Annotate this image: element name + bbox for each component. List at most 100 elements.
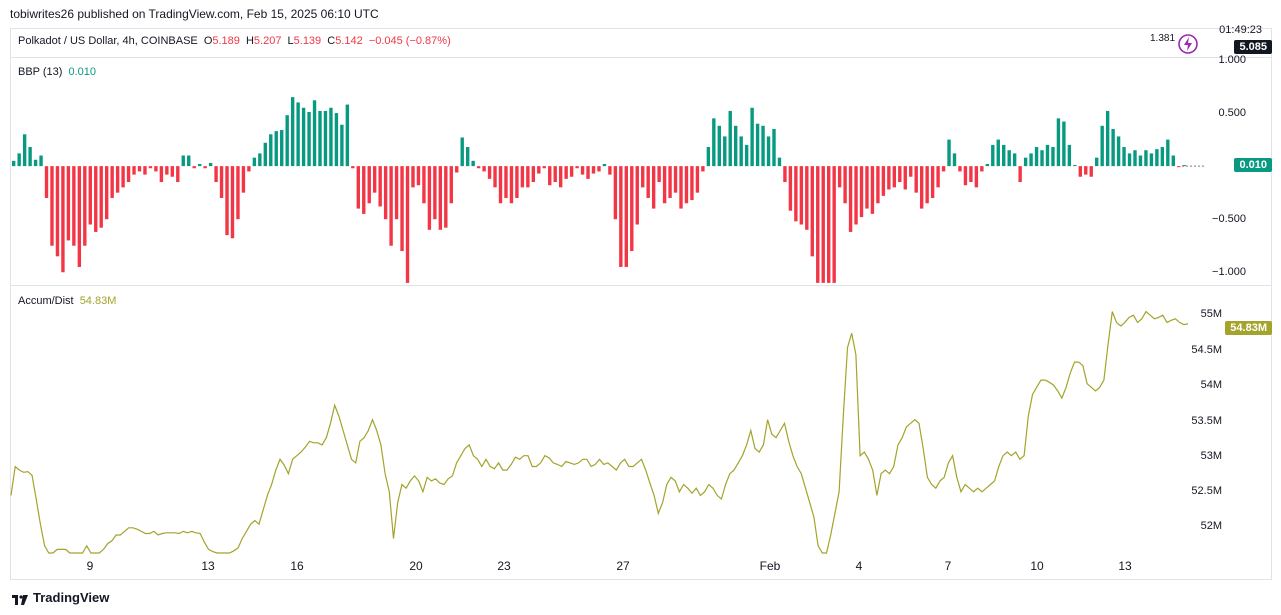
close-value: 5.142 [335, 35, 363, 47]
bbp-bar [974, 166, 979, 188]
bbp-bar [17, 153, 21, 167]
bbp-bar [586, 166, 590, 179]
bbp-bar [772, 128, 776, 167]
bbp-bar [465, 147, 470, 167]
bbp-bar [553, 166, 557, 183]
bbp-bar [1122, 147, 1126, 167]
bbp-bar [99, 166, 103, 228]
bbp-bar [455, 166, 459, 173]
bbp-y-tick: 1.000 [1218, 54, 1246, 66]
bbp-bar [143, 166, 147, 175]
bbp-bar [558, 166, 563, 188]
bbp-bar [925, 166, 929, 204]
bbp-bar [482, 166, 486, 172]
bbp-bar [580, 166, 585, 175]
bbp-y-tick: −1.000 [1212, 266, 1246, 278]
bbp-bar [345, 104, 350, 167]
x-tick: 20 [409, 559, 423, 573]
bbp-bar [378, 166, 382, 207]
bbp-bar [914, 166, 918, 193]
bbp-bar [662, 166, 667, 204]
bbp-bar [602, 164, 607, 167]
ad-line [10, 310, 1189, 554]
bbp-bar [362, 166, 366, 214]
ad-y-tick: 54.5M [1191, 344, 1222, 356]
bbp-bar [252, 157, 257, 167]
ad-legend[interactable]: Accum/Dist 54.83M [18, 295, 119, 307]
bbp-bar [110, 166, 114, 198]
bbp-bar [323, 110, 328, 167]
bbp-bar [61, 166, 65, 273]
bbp-bar [952, 153, 957, 167]
bbp-bar [1138, 155, 1143, 167]
x-tick: 13 [201, 559, 215, 573]
bbp-bar [695, 166, 700, 193]
bbp-bar [1056, 118, 1061, 167]
bbp-bar [1105, 110, 1110, 167]
flash-icon[interactable] [1177, 33, 1199, 55]
bbp-value-label: 0.010 [1234, 158, 1272, 172]
bbp-bar [728, 110, 732, 167]
bbp-bar [1067, 144, 1072, 167]
bbp-bar [657, 166, 661, 183]
close-label: C [327, 35, 336, 47]
bbp-bar [269, 134, 273, 167]
bbp-bar [77, 166, 82, 267]
bbp-bar [887, 166, 891, 190]
ad-y-tick: 52M [1200, 520, 1222, 532]
bbp-bar [630, 166, 634, 252]
ad-value-label: 54.83M [1225, 321, 1272, 335]
tradingview-logo[interactable]: TradingView [12, 590, 109, 605]
bbp-bar [94, 166, 98, 232]
bbp-bar [1029, 153, 1033, 167]
bbp-bar [1133, 150, 1137, 167]
header-divider [10, 57, 1272, 58]
bbp-bar [668, 166, 672, 198]
bbp-bar [870, 166, 875, 214]
bbp-bar [115, 166, 120, 193]
bbp-bar [701, 166, 705, 172]
bbp-bar [307, 112, 311, 167]
bbp-bar [296, 102, 300, 167]
bbp-bar [515, 166, 519, 198]
bbp-bar [876, 166, 880, 204]
bbp-bar [187, 155, 191, 167]
bbp-bar [859, 166, 864, 218]
bbp-bar [739, 136, 743, 167]
bbp-bar [569, 166, 574, 177]
partial-price-label: 1.381 [1150, 33, 1176, 44]
bbp-bar [930, 166, 935, 198]
bbp-bar [405, 166, 410, 283]
bbp-bar [22, 134, 27, 167]
bbp-bar [848, 166, 853, 232]
bbp-legend[interactable]: BBP (13) 0.010 [18, 66, 99, 78]
bbp-bar [1177, 166, 1181, 168]
tradingview-logo-icon [12, 593, 28, 605]
bbp-bar [542, 166, 546, 169]
bbp-bar [1084, 166, 1088, 175]
bbp-bar [996, 139, 1000, 167]
bbp-bar [684, 166, 689, 204]
bbp-bar [575, 166, 579, 169]
bbp-bar [290, 97, 295, 167]
symbol-legend[interactable]: Polkadot / US Dollar, 4h, COINBASE O5.18… [18, 35, 454, 47]
bbp-bar [208, 162, 213, 167]
bbp-bar [712, 118, 716, 167]
x-tick: Feb [759, 559, 781, 573]
bbp-bar [132, 166, 136, 175]
bbp-bar [903, 166, 907, 190]
bbp-bar [821, 166, 825, 283]
bbp-bar [274, 131, 278, 167]
bbp-bar [263, 142, 267, 167]
bbp-bar [1111, 128, 1115, 167]
bbp-bar [591, 166, 596, 174]
bbp-bar [843, 166, 847, 204]
bbp-bar [832, 166, 836, 283]
bbp-bar [777, 157, 782, 167]
bbp-bar [723, 136, 727, 167]
pane-divider[interactable] [10, 285, 1272, 286]
bbp-bar [476, 166, 481, 169]
bbp-bar [389, 166, 393, 246]
symbol-title: Polkadot / US Dollar, 4h, COINBASE [18, 35, 198, 47]
